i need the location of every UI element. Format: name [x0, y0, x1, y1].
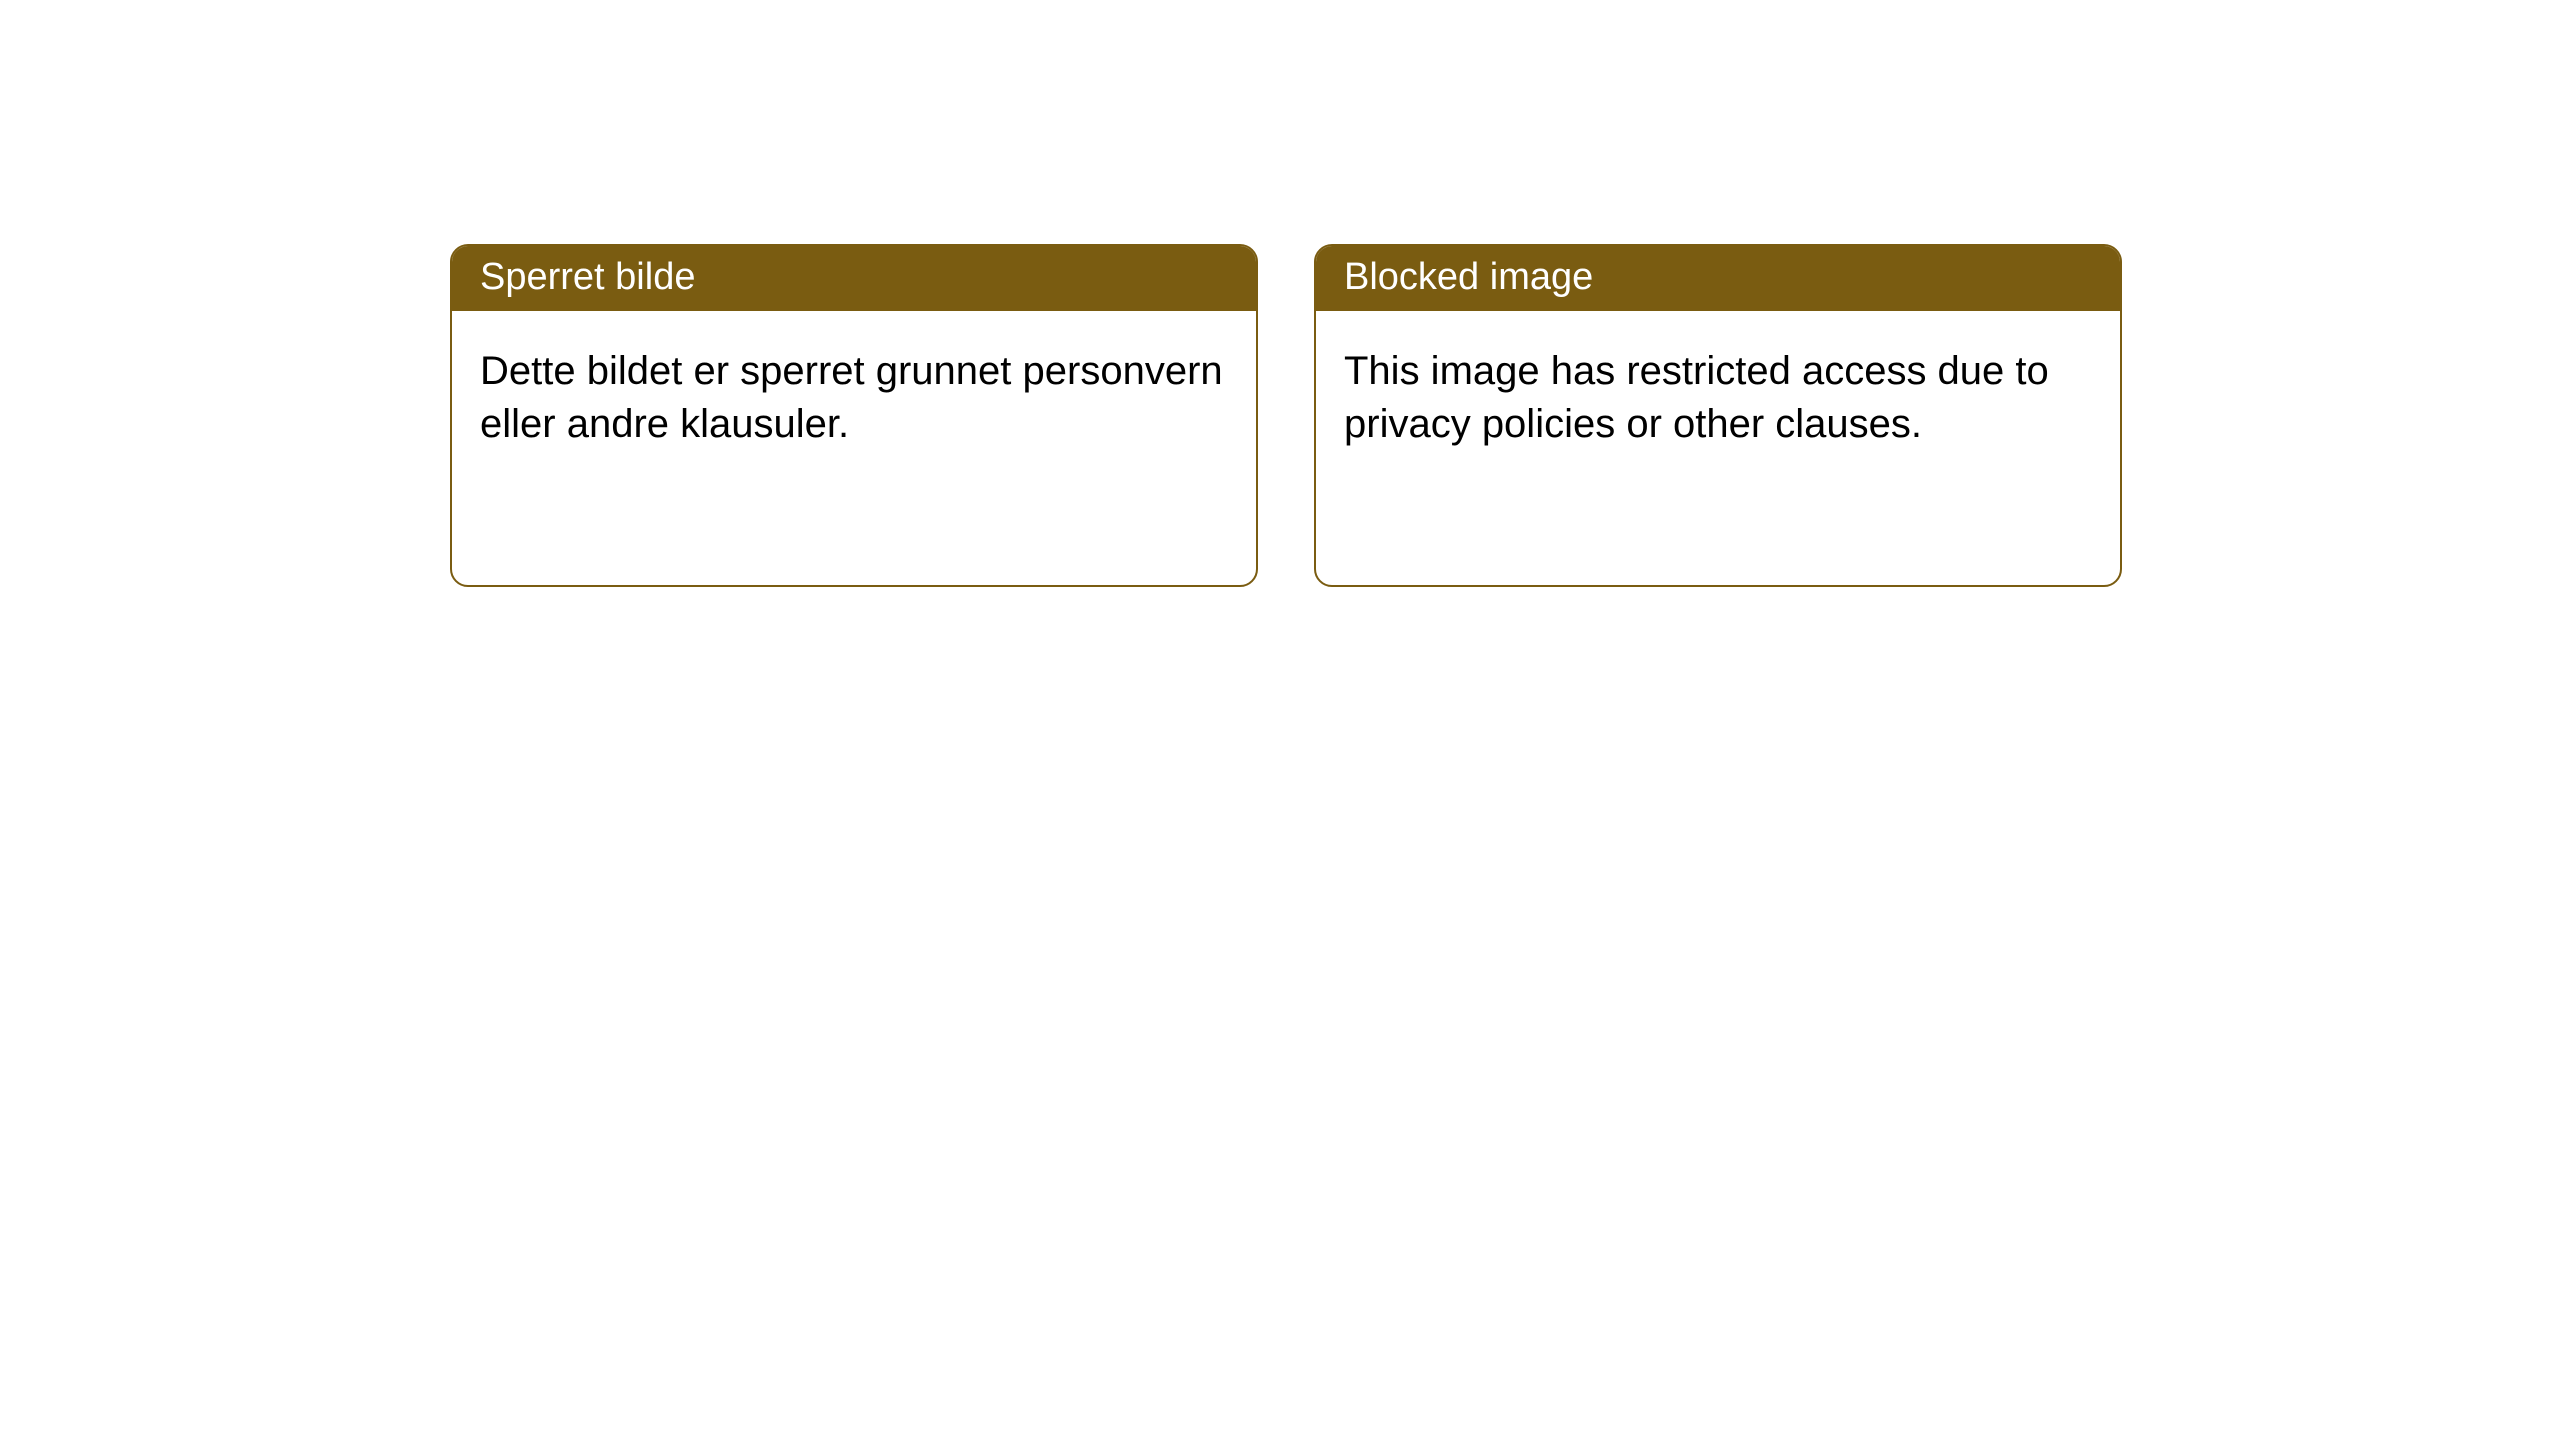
card-body-text: Dette bildet er sperret grunnet personve…	[480, 349, 1223, 446]
card-body: This image has restricted access due to …	[1316, 311, 2120, 585]
card-title: Blocked image	[1344, 256, 1593, 298]
card-body-text: This image has restricted access due to …	[1344, 349, 2049, 446]
card-header: Sperret bilde	[452, 246, 1256, 311]
notice-card-norwegian: Sperret bilde Dette bildet er sperret gr…	[450, 244, 1258, 587]
card-title: Sperret bilde	[480, 256, 695, 298]
notice-container: Sperret bilde Dette bildet er sperret gr…	[0, 0, 2560, 587]
card-body: Dette bildet er sperret grunnet personve…	[452, 311, 1256, 585]
notice-card-english: Blocked image This image has restricted …	[1314, 244, 2122, 587]
card-header: Blocked image	[1316, 246, 2120, 311]
